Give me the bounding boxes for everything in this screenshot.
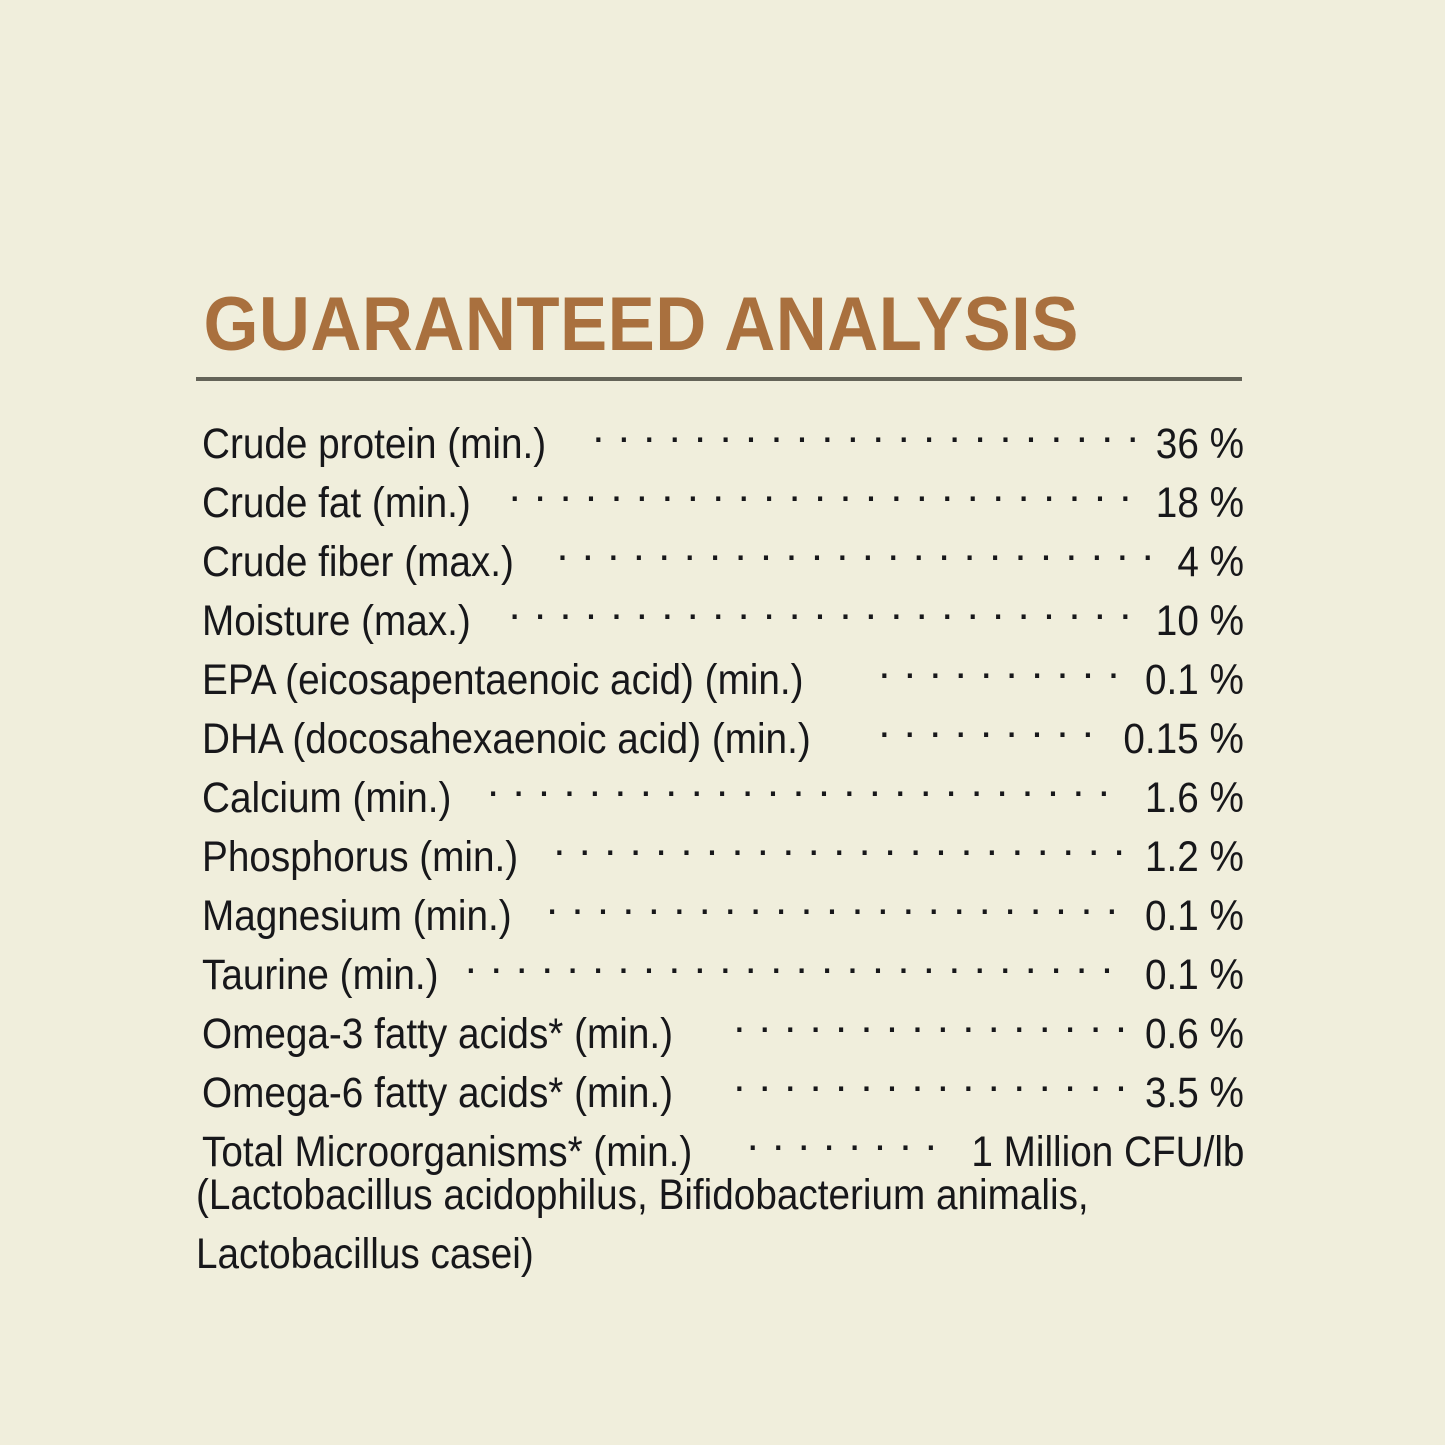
nutrient-label: Taurine (min.) bbox=[202, 951, 439, 999]
nutrient-label: Crude fiber (max.) bbox=[202, 538, 514, 586]
footnote-text: Lactobacillus casei) bbox=[196, 1230, 534, 1278]
nutrient-value: 0.1 % bbox=[1145, 656, 1244, 704]
footnote-text: (Lactobacillus acidophilus, Bifidobacter… bbox=[196, 1171, 1089, 1219]
dot-leader bbox=[592, 399, 1138, 458]
nutrient-value: 4 % bbox=[1177, 538, 1244, 586]
dot-leader bbox=[556, 517, 1161, 576]
nutrient-label: Crude protein (min.) bbox=[202, 420, 547, 468]
title-divider bbox=[196, 377, 1242, 381]
analysis-row: EPA (eicosapentaenoic acid) (min.) 0.1 % bbox=[202, 635, 1244, 704]
analysis-row: Omega-6 fatty acids* (min.) 3.5 % bbox=[202, 1048, 1244, 1117]
dot-leader bbox=[733, 1048, 1126, 1107]
analysis-row: Crude protein (min.) 36 % bbox=[202, 399, 1244, 468]
nutrient-value: 1 Million CFU/lb bbox=[970, 1128, 1244, 1176]
page-title: GUARANTEED ANALYSIS bbox=[203, 282, 1079, 367]
analysis-row: Taurine (min.) 0.1 % bbox=[202, 930, 1244, 999]
analysis-row: Crude fat (min.) 18 % bbox=[202, 458, 1244, 527]
analysis-row-list: Crude protein (min.)36 %Crude fat (min.)… bbox=[196, 399, 1244, 1176]
dot-leader bbox=[487, 753, 1126, 812]
nutrient-label: Total Microorganisms* (min.) bbox=[202, 1128, 693, 1176]
dot-leader bbox=[465, 930, 1126, 989]
dot-leader bbox=[747, 1107, 933, 1166]
nutrient-value: 1.2 % bbox=[1145, 833, 1244, 881]
nutrient-value: 1.6 % bbox=[1145, 774, 1244, 822]
nutrient-value: 0.15 % bbox=[1123, 715, 1244, 763]
nutrient-value: 10 % bbox=[1155, 597, 1244, 645]
nutrient-label: Crude fat (min.) bbox=[202, 479, 471, 527]
analysis-row: Crude fiber (max.) 4 % bbox=[202, 517, 1244, 586]
nutrient-label: Phosphorus (min.) bbox=[202, 833, 519, 881]
guaranteed-analysis-panel: GUARANTEED ANALYSIS Crude protein (min.)… bbox=[196, 286, 1244, 1284]
analysis-row: Magnesium (min.) 0.1 % bbox=[202, 871, 1244, 940]
dot-leader bbox=[509, 458, 1138, 517]
dot-leader bbox=[733, 989, 1126, 1048]
nutrient-value: 0.6 % bbox=[1145, 1010, 1244, 1058]
nutrient-label: EPA (eicosapentaenoic acid) (min.) bbox=[202, 656, 804, 704]
nutrient-label: Omega-6 fatty acids* (min.) bbox=[202, 1069, 673, 1117]
analysis-row: Omega-3 fatty acids* (min.) 0.6 % bbox=[202, 989, 1244, 1058]
dot-leader bbox=[878, 635, 1126, 694]
analysis-row: Phosphorus (min.) 1.2 % bbox=[202, 812, 1244, 881]
dot-leader bbox=[546, 871, 1126, 930]
footnote-line: Lactobacillus casei) bbox=[196, 1225, 1244, 1284]
dot-leader bbox=[509, 576, 1138, 635]
analysis-row: Total Microorganisms* (min.) 1 Million CF… bbox=[202, 1107, 1244, 1176]
footnote-line: (Lactobacillus acidophilus, Bifidobacter… bbox=[196, 1166, 1244, 1225]
nutrient-value: 0.1 % bbox=[1145, 892, 1244, 940]
nutrient-label: Omega-3 fatty acids* (min.) bbox=[202, 1010, 673, 1058]
footnote-block: (Lactobacillus acidophilus, Bifidobacter… bbox=[196, 1166, 1244, 1284]
nutrient-value: 18 % bbox=[1155, 479, 1244, 527]
nutrient-label: Calcium (min.) bbox=[202, 774, 452, 822]
nutrient-value: 0.1 % bbox=[1145, 951, 1244, 999]
nutrient-value: 36 % bbox=[1155, 420, 1244, 468]
analysis-row: Calcium (min.) 1.6 % bbox=[202, 753, 1244, 822]
dot-leader bbox=[878, 694, 1102, 753]
nutrient-label: Moisture (max.) bbox=[202, 597, 471, 645]
dot-leader bbox=[553, 812, 1126, 871]
analysis-row: Moisture (max.) 10 % bbox=[202, 576, 1244, 645]
nutrient-label: Magnesium (min.) bbox=[202, 892, 512, 940]
nutrient-value: 3.5 % bbox=[1145, 1069, 1244, 1117]
